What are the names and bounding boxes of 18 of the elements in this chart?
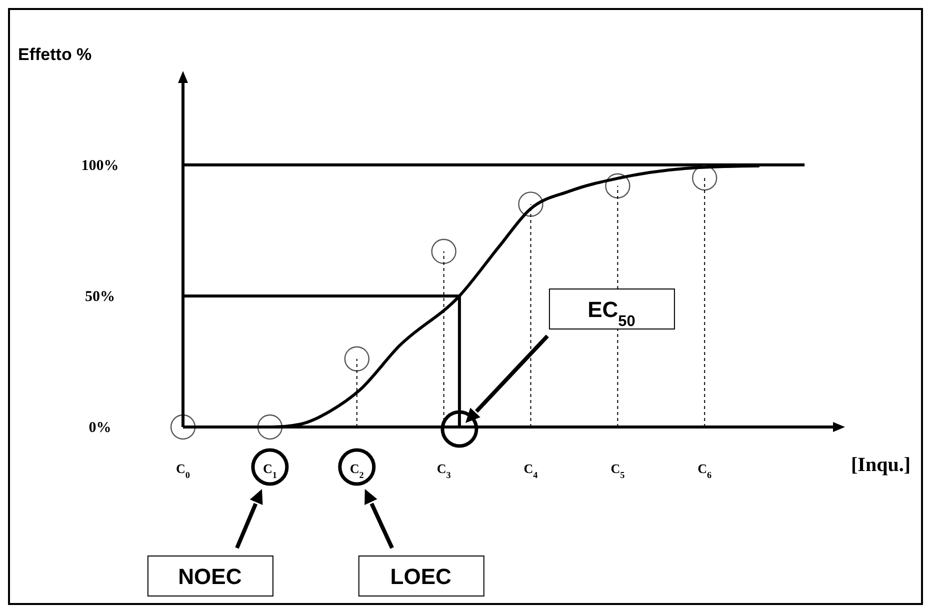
y-axis-title: Effetto % bbox=[18, 45, 92, 64]
x-tick-label: C$_{2}$ bbox=[350, 461, 364, 480]
point bbox=[431, 238, 456, 264]
x-tick-label: C$_{0}$ bbox=[176, 461, 190, 480]
point bbox=[344, 346, 370, 372]
x-tick-label: C$_{4}$ bbox=[524, 461, 538, 480]
y-tick-label: 50% bbox=[85, 288, 115, 305]
x-tick-label: C$_{6}$ bbox=[698, 461, 712, 480]
x-tick-label: C$_{1}$ bbox=[262, 461, 278, 480]
annotation: EC$_{50}$ bbox=[588, 297, 636, 330]
y-tick-label: 0% bbox=[88, 420, 112, 436]
text: NOEC bbox=[178, 564, 242, 589]
y-tick-label: 100% bbox=[81, 158, 119, 174]
text: LOEC bbox=[390, 564, 452, 589]
x-tick-label: C$_{3}$ bbox=[436, 461, 452, 480]
x-axis-title: [Inqu.] bbox=[851, 454, 910, 476]
point bbox=[692, 165, 718, 191]
x-tick-label: C$_{5}$ bbox=[610, 461, 626, 480]
